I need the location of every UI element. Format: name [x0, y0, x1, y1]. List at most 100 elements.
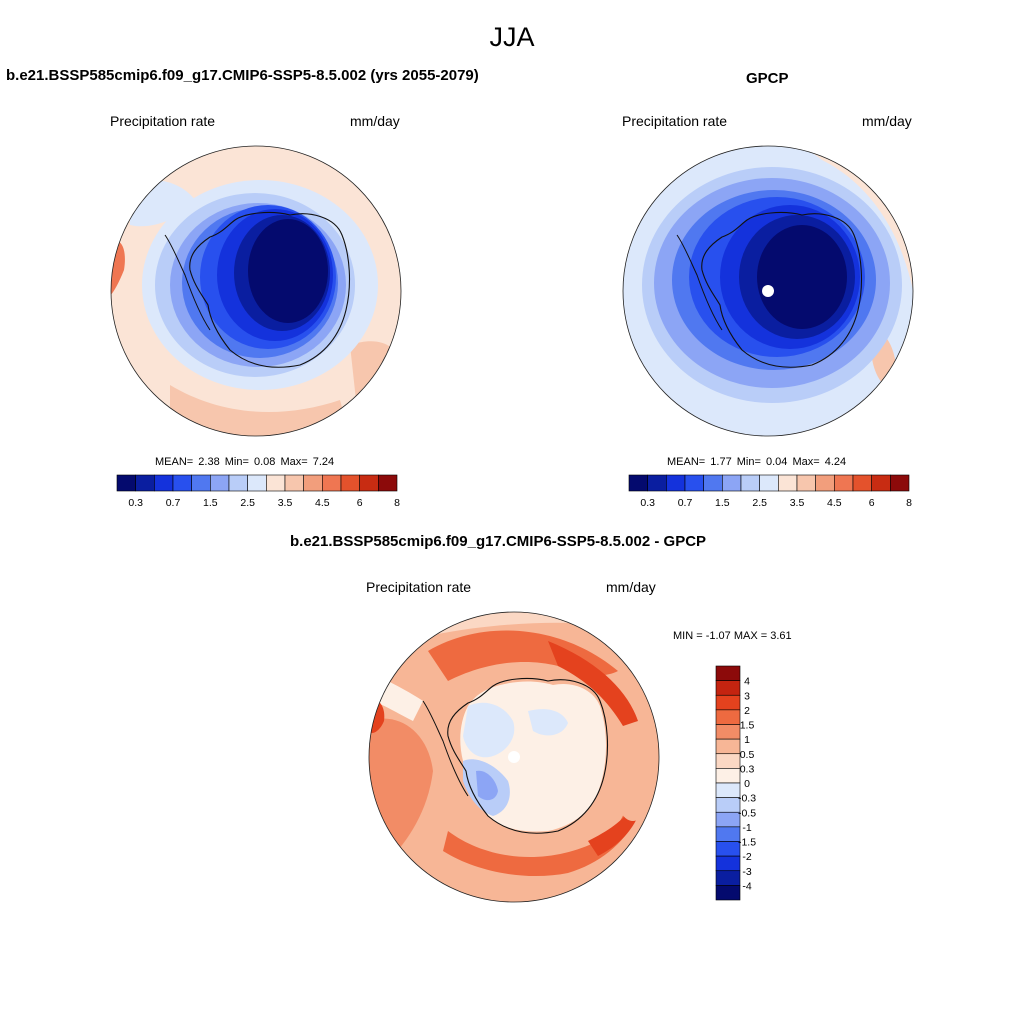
model-mean-label: MEAN= [155, 456, 194, 468]
model-colorbar-box [191, 474, 211, 492]
model-colorbar-box [303, 474, 323, 492]
model-colorbar-box [340, 474, 360, 492]
obs-colorbar-box [815, 474, 835, 492]
obs-max-value: 4.24 [824, 456, 847, 468]
model-max-value: 7.24 [312, 456, 335, 468]
obs-colorbar-box [703, 474, 723, 492]
obs-colorbar-tick-label: 2.5 [752, 497, 767, 509]
diff-colorbar-box [715, 738, 741, 755]
obs-colorbar-tick-label: 0.7 [678, 497, 693, 509]
diff-polar-map [368, 611, 660, 903]
diff-colorbar-box [715, 724, 741, 740]
diff-colorbar-tick-label: -3 [742, 866, 751, 878]
figure-title: JJA [489, 22, 535, 52]
obs-mean-value: 1.77 [710, 456, 732, 468]
obs-colorbar-box [834, 474, 854, 492]
model-min-value: 0.08 [253, 456, 276, 468]
obs-mean-label: MEAN= [667, 456, 706, 468]
diff-colorbar-tick-label: -0.3 [738, 793, 756, 805]
diff-colorbar-box [715, 826, 741, 842]
diff-colorbar-box [715, 811, 741, 828]
obs-colorbar-box [722, 474, 742, 492]
diff-colorbar-box [715, 797, 741, 813]
model-colorbar-box [172, 474, 192, 492]
diff-missing-data-pole-marker [508, 751, 520, 763]
obs-variable-label: Precipitation rate [622, 113, 728, 129]
missing-data-pole-marker [762, 285, 774, 297]
diff-colorbar-box [715, 709, 741, 725]
obs-stats: MEAN= 1.77 Min= 0.04 Max= 4.24 [667, 456, 846, 468]
obs-units-label: mm/day [862, 113, 912, 129]
diff-colorbar-tick-label: -4 [742, 880, 751, 892]
model-colorbar-tick-label: 2.5 [240, 497, 255, 509]
model-mean-value: 2.38 [198, 456, 220, 468]
diff-colorbar-box [715, 841, 741, 857]
diff-colorbar-tick-label: -1 [742, 822, 751, 834]
obs-colorbar: 0.3 0.7 1.5 2.5 3.5 4.5 6 8 [628, 474, 912, 509]
diff-colorbar-box [715, 694, 741, 711]
diff-colorbar-tick-label: -2 [742, 851, 751, 863]
obs-colorbar-box [759, 474, 779, 492]
obs-colorbar-tick-label: 8 [906, 497, 912, 509]
model-stats: MEAN= 2.38 Min= 0.08 Max= 7.24 [155, 456, 334, 468]
model-colorbar-box [359, 474, 379, 492]
model-panel-title: b.e21.BSSP585cmip6.f09_g17.CMIP6-SSP5-8.… [6, 67, 479, 84]
diff-colorbar-box [715, 782, 741, 798]
diff-colorbar-tick-label: 0 [744, 778, 750, 790]
model-min-label: Min= [224, 456, 249, 468]
obs-colorbar-box [740, 474, 760, 492]
diff-colorbar-tick-label: 3 [744, 690, 750, 702]
diff-colorbar-tick-label: 4 [744, 676, 750, 688]
diff-units-label: mm/day [606, 579, 656, 595]
obs-max-label: Max= [792, 456, 820, 468]
diff-colorbar-tick-label: -0.5 [738, 807, 756, 819]
diff-panel-title: b.e21.BSSP585cmip6.f09_g17.CMIP6-SSP5-8.… [290, 533, 707, 550]
obs-colorbar-box [628, 474, 648, 492]
model-colorbar-tick-label: 6 [357, 497, 363, 509]
model-colorbar-box [378, 474, 398, 492]
model-colorbar-box [135, 474, 155, 492]
obs-colorbar-tick-label: 6 [869, 497, 875, 509]
model-colorbar-tick-label: 0.3 [128, 497, 143, 509]
model-colorbar: 0.3 0.7 1.5 2.5 3.5 4.5 6 8 [116, 474, 400, 509]
diff-colorbar-tick-label: 1 [744, 734, 750, 746]
diff-colorbar-box [715, 753, 741, 769]
diff-min-max: MIN = -1.07 MAX = 3.61 [673, 630, 792, 642]
obs-colorbar-box [871, 474, 891, 492]
obs-colorbar-tick-label: 4.5 [827, 497, 842, 509]
model-max-label: Max= [280, 456, 308, 468]
model-colorbar-box [228, 474, 248, 492]
model-colorbar-tick-label: 3.5 [278, 497, 293, 509]
obs-panel-title: GPCP [746, 70, 789, 87]
diff-colorbar-box [715, 768, 741, 784]
obs-colorbar-box [647, 474, 667, 492]
obs-colorbar-box [666, 474, 686, 492]
obs-min-label: Min= [736, 456, 761, 468]
model-colorbar-box [247, 474, 267, 492]
obs-colorbar-box [852, 474, 872, 492]
diff-colorbar-box [715, 885, 741, 901]
model-colorbar-box [210, 474, 230, 492]
model-variable-label: Precipitation rate [110, 113, 216, 129]
diff-colorbar-box [715, 855, 741, 872]
model-colorbar-box [322, 474, 342, 492]
model-polar-map [110, 145, 402, 437]
obs-colorbar-tick-label: 3.5 [790, 497, 805, 509]
model-colorbar-tick-label: 1.5 [203, 497, 218, 509]
diff-colorbar-box [715, 870, 741, 886]
model-colorbar-tick-label: 4.5 [315, 497, 330, 509]
obs-colorbar-tick-label: 1.5 [715, 497, 730, 509]
diff-variable-label: Precipitation rate [366, 579, 472, 595]
diff-colorbar-tick-label: 2 [744, 705, 750, 717]
obs-min-value: 0.04 [765, 456, 788, 468]
model-colorbar-box [284, 474, 304, 492]
diff-colorbar-box [715, 680, 741, 696]
obs-colorbar-box [778, 474, 798, 492]
diff-colorbar-tick-label: 0.3 [740, 763, 755, 775]
diff-colorbar-tick-label: 0.5 [740, 749, 755, 761]
model-colorbar-box [266, 474, 286, 492]
obs-colorbar-box [890, 474, 910, 492]
diff-colorbar-tick-label: -1.5 [738, 837, 756, 849]
diff-colorbar: 4 3 2 1.5 1 0.5 0.3 0 -0.3 -0.5 -1 -1.5 -2 -3 -4 [715, 665, 756, 901]
model-units-label: mm/day [350, 113, 400, 129]
